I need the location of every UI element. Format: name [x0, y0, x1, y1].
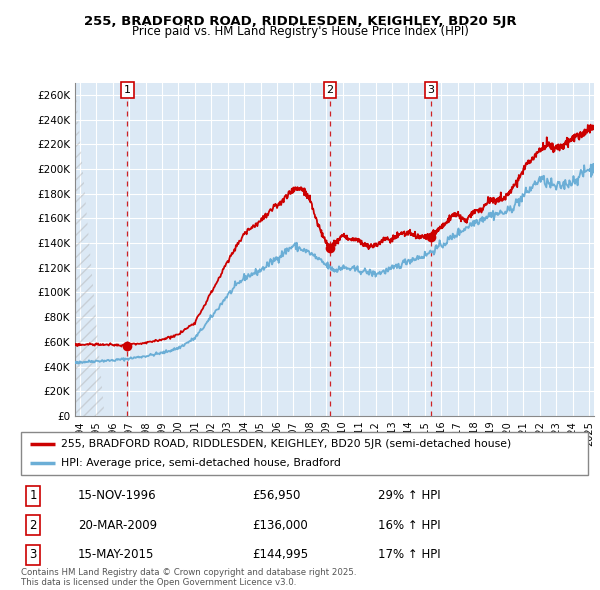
Text: £144,995: £144,995: [252, 548, 308, 561]
Text: £136,000: £136,000: [252, 519, 308, 532]
Text: Price paid vs. HM Land Registry's House Price Index (HPI): Price paid vs. HM Land Registry's House …: [131, 25, 469, 38]
FancyBboxPatch shape: [21, 432, 588, 475]
Text: 16% ↑ HPI: 16% ↑ HPI: [378, 519, 440, 532]
Text: Contains HM Land Registry data © Crown copyright and database right 2025.
This d: Contains HM Land Registry data © Crown c…: [21, 568, 356, 587]
Text: 255, BRADFORD ROAD, RIDDLESDEN, KEIGHLEY, BD20 5JR (semi-detached house): 255, BRADFORD ROAD, RIDDLESDEN, KEIGHLEY…: [61, 439, 511, 449]
Text: 2: 2: [29, 519, 37, 532]
Text: 1: 1: [124, 85, 131, 95]
Text: 29% ↑ HPI: 29% ↑ HPI: [378, 489, 440, 502]
Text: 17% ↑ HPI: 17% ↑ HPI: [378, 548, 440, 561]
Text: 3: 3: [427, 85, 434, 95]
Text: 255, BRADFORD ROAD, RIDDLESDEN, KEIGHLEY, BD20 5JR: 255, BRADFORD ROAD, RIDDLESDEN, KEIGHLEY…: [83, 15, 517, 28]
Text: 15-MAY-2015: 15-MAY-2015: [78, 548, 154, 561]
Text: £56,950: £56,950: [252, 489, 301, 502]
Text: 15-NOV-1996: 15-NOV-1996: [78, 489, 157, 502]
Text: 1: 1: [29, 489, 37, 502]
Text: 3: 3: [29, 548, 37, 561]
Text: 20-MAR-2009: 20-MAR-2009: [78, 519, 157, 532]
Text: 2: 2: [326, 85, 334, 95]
Text: HPI: Average price, semi-detached house, Bradford: HPI: Average price, semi-detached house,…: [61, 458, 341, 468]
